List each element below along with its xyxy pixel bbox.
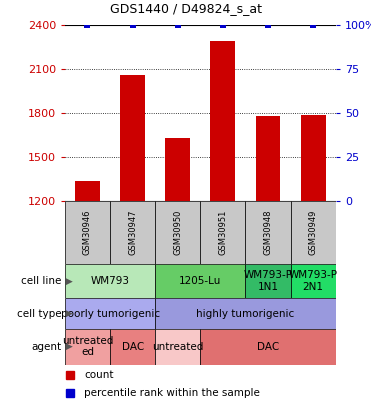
Text: GSM30949: GSM30949 <box>309 210 318 256</box>
Bar <box>200 329 336 364</box>
Text: count: count <box>84 370 114 379</box>
Text: WM793: WM793 <box>91 276 129 286</box>
Bar <box>155 264 246 298</box>
Bar <box>110 201 155 264</box>
Text: agent: agent <box>31 342 61 352</box>
Text: ▶: ▶ <box>63 342 73 351</box>
Bar <box>155 329 200 364</box>
Text: ▶: ▶ <box>63 277 73 286</box>
Bar <box>256 116 280 201</box>
Text: untreated
ed: untreated ed <box>62 336 113 358</box>
Text: GSM30950: GSM30950 <box>173 210 182 256</box>
Bar <box>290 264 336 298</box>
Text: untreated: untreated <box>152 342 203 352</box>
Bar <box>155 201 200 264</box>
Bar <box>301 115 326 201</box>
Text: GSM30951: GSM30951 <box>219 210 227 256</box>
Bar <box>155 298 336 329</box>
Bar <box>75 181 100 201</box>
Bar <box>65 298 155 329</box>
Bar <box>110 329 155 364</box>
Text: cell line: cell line <box>21 276 61 286</box>
Bar <box>65 264 155 298</box>
Bar <box>210 41 235 201</box>
Text: percentile rank within the sample: percentile rank within the sample <box>84 388 260 398</box>
Text: WM793-P
1N1: WM793-P 1N1 <box>243 271 293 292</box>
Text: 1205-Lu: 1205-Lu <box>179 276 221 286</box>
Text: WM793-P
2N1: WM793-P 2N1 <box>289 271 338 292</box>
Text: highly tumorigenic: highly tumorigenic <box>196 309 295 319</box>
Text: ▶: ▶ <box>63 309 73 318</box>
Text: poorly tumorigenic: poorly tumorigenic <box>60 309 160 319</box>
Text: DAC: DAC <box>122 342 144 352</box>
Bar <box>200 201 246 264</box>
Text: GDS1440 / D49824_s_at: GDS1440 / D49824_s_at <box>109 2 262 15</box>
Bar <box>120 75 145 201</box>
Text: GSM30947: GSM30947 <box>128 210 137 256</box>
Bar <box>65 329 110 364</box>
Bar <box>165 138 190 201</box>
Text: cell type: cell type <box>17 309 61 319</box>
Bar <box>290 201 336 264</box>
Bar <box>65 201 110 264</box>
Bar <box>246 201 290 264</box>
Text: GSM30946: GSM30946 <box>83 210 92 256</box>
Text: GSM30948: GSM30948 <box>263 210 273 256</box>
Text: DAC: DAC <box>257 342 279 352</box>
Bar <box>246 264 290 298</box>
